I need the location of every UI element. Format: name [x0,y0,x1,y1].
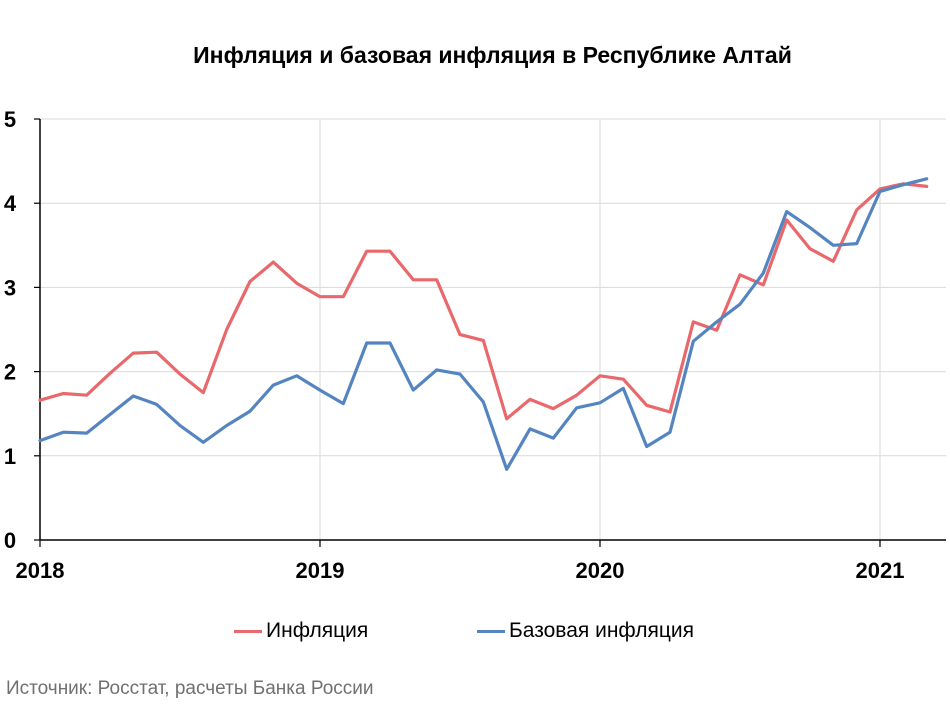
legend-swatch-core-inflation [477,629,505,633]
y-tick-label: 3 [4,275,16,300]
legend-label-inflation: Инфляция [266,619,369,642]
source-note: Источник: Росстат, расчеты Банка России [6,678,374,699]
y-tick-label: 4 [4,191,17,216]
y-tick-label: 5 [4,107,16,132]
chart-title: Инфляция и базовая инфляция в Республике… [193,42,792,68]
x-tick-label: 2021 [856,558,905,583]
x-tick-label: 2019 [296,558,345,583]
x-tick-label: 2020 [576,558,625,583]
legend-label-core-inflation: Базовая инфляция [509,619,695,642]
legend-item-inflation: Инфляция [234,617,368,645]
series-line-core-inflation [38,177,929,471]
y-tick-label: 2 [4,360,16,385]
y-tick-label: 1 [4,444,16,469]
series-line-inflation [38,182,929,421]
y-tick-label: 0 [4,528,16,553]
legend-swatch-inflation [234,629,262,633]
x-tick-label: 2018 [16,558,65,583]
legend-item-core-inflation: Базовая инфляция [477,617,694,645]
